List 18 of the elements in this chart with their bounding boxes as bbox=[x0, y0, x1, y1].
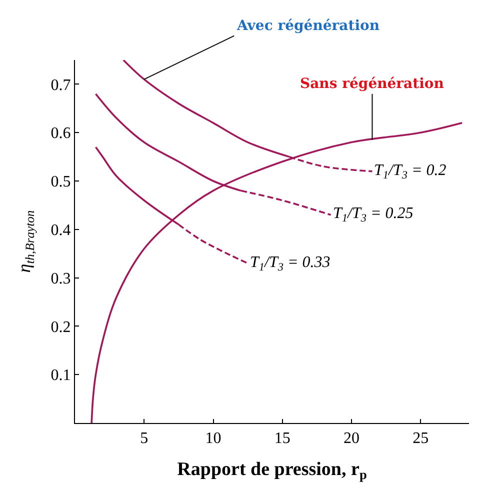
y-tick-label: 0.6 bbox=[50, 125, 71, 142]
annotation: T$_{1}$/T$_{3}$ = 0.2 bbox=[374, 162, 446, 182]
y-tick-label: 0.3 bbox=[50, 270, 71, 288]
annotation: T$_{1}$/T$_{3}$ = 0.25 bbox=[333, 205, 414, 224]
y-tick-label: 0.7 bbox=[50, 76, 71, 94]
x-tick-label: 5 bbox=[140, 430, 148, 448]
x-tick-label: 10 bbox=[205, 430, 222, 448]
x-axis-title: Rapport de pression, r$_{p}$ bbox=[177, 459, 367, 482]
annotation: T$_{1}$/T$_{3}$ = 0.33 bbox=[250, 254, 330, 274]
y-tick-label: 0.5 bbox=[50, 174, 71, 191]
annotation: Avec régénération bbox=[236, 18, 380, 34]
x-tick-label: 15 bbox=[274, 430, 290, 448]
x-tick-label: 25 bbox=[412, 430, 429, 448]
y-tick-label: 0.4 bbox=[50, 222, 71, 239]
annotation: Sans régénération bbox=[300, 76, 444, 92]
y-tick-label: 0.1 bbox=[50, 367, 71, 384]
y-tick-label: 0.2 bbox=[50, 318, 71, 336]
x-tick-label: 20 bbox=[343, 430, 360, 448]
